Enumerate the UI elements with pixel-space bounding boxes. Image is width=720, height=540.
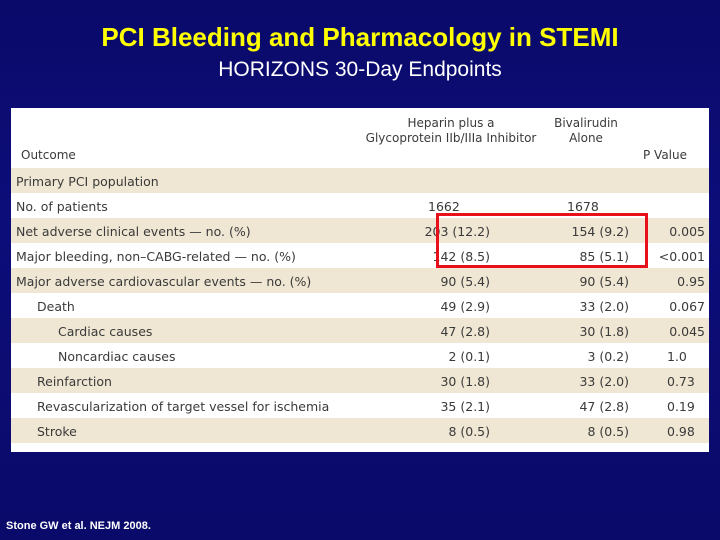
bivalirudin-value: 30 (1.8): [579, 324, 629, 339]
row-label: Major adverse cardiovascular events — no…: [16, 274, 312, 289]
p-value: 1.0: [667, 349, 687, 364]
slide-title: PCI Bleeding and Pharmacology in STEMI: [101, 22, 619, 52]
table-row: Cardiac causes 47 (2.8) 30 (1.8) 0.045: [11, 318, 709, 343]
row-label: Net adverse clinical events — no. (%): [16, 224, 251, 239]
row-label: Revascularization of target vessel for i…: [37, 399, 330, 414]
bivalirudin-value: 1678: [567, 199, 599, 214]
p-value: 0.067: [669, 299, 705, 314]
table-row: No. of patients 1662 1678: [11, 193, 709, 218]
header-outcome: Outcome: [21, 148, 76, 162]
p-value: 0.73: [667, 374, 695, 389]
table-row: Death 49 (2.9) 33 (2.0) 0.067: [11, 293, 709, 318]
slide-subtitle: HORIZONS 30-Day Endpoints: [218, 58, 502, 81]
row-label: Cardiac causes: [58, 324, 153, 339]
heparin-value: 1662: [428, 199, 460, 214]
table-row: Noncardiac causes 2 (0.1) 3 (0.2) 1.0: [11, 343, 709, 368]
heparin-value: 30 (1.8): [440, 374, 490, 389]
bivalirudin-value: 154 (9.2): [571, 224, 629, 239]
bivalirudin-value: 47 (2.8): [579, 399, 629, 414]
heparin-value: 8 (0.5): [448, 424, 490, 439]
header-bivalirudin-line1: Bivalirudin: [554, 116, 618, 130]
highlight-box: [436, 213, 648, 268]
header-heparin: Heparin plus a Glycoprotein IIb/IIIa Inh…: [351, 116, 551, 146]
bivalirudin-value: 33 (2.0): [579, 374, 629, 389]
table-row: Major adverse cardiovascular events — no…: [11, 268, 709, 293]
p-value: <0.001: [658, 249, 705, 264]
table-row: Net adverse clinical events — no. (%) 20…: [11, 218, 709, 243]
header-bivalirudin-line2: Alone: [569, 131, 603, 145]
row-label: Major bleeding, non–CABG-related — no. (…: [16, 249, 296, 264]
results-table: Outcome Heparin plus a Glycoprotein IIb/…: [11, 108, 709, 452]
row-label: Noncardiac causes: [58, 349, 176, 364]
header-heparin-line2: Glycoprotein IIb/IIIa Inhibitor: [365, 131, 537, 145]
p-value: 0.19: [667, 399, 695, 414]
heparin-value: 35 (2.1): [440, 399, 490, 414]
table-header: Outcome Heparin plus a Glycoprotein IIb/…: [11, 108, 709, 168]
header-bivalirudin: Bivalirudin Alone: [541, 116, 631, 146]
heparin-value: 2 (0.1): [448, 349, 490, 364]
row-label: Reinfarction: [37, 374, 112, 389]
table-row: Primary PCI population: [11, 168, 709, 193]
heparin-value: 203 (12.2): [424, 224, 490, 239]
heparin-value: 142 (8.5): [432, 249, 490, 264]
table-row: Reinfarction 30 (1.8) 33 (2.0) 0.73: [11, 368, 709, 393]
citation: Stone GW et al. NEJM 2008.: [6, 520, 151, 532]
header-heparin-line1: Heparin plus a: [407, 116, 495, 130]
heparin-value: 49 (2.9): [440, 299, 490, 314]
table-row: Stroke 8 (0.5) 8 (0.5) 0.98: [11, 418, 709, 443]
table-row: Major bleeding, non–CABG-related — no. (…: [11, 243, 709, 268]
heparin-value: 47 (2.8): [440, 324, 490, 339]
p-value: 0.005: [669, 224, 705, 239]
p-value: 0.98: [667, 424, 695, 439]
bivalirudin-value: 85 (5.1): [579, 249, 629, 264]
heparin-value: 90 (5.4): [440, 274, 490, 289]
bivalirudin-value: 33 (2.0): [579, 299, 629, 314]
row-label: Primary PCI population: [16, 174, 159, 189]
table-row: Revascularization of target vessel for i…: [11, 393, 709, 418]
bivalirudin-value: 3 (0.2): [587, 349, 629, 364]
row-label: No. of patients: [16, 199, 108, 214]
row-label: Death: [37, 299, 75, 314]
p-value: 0.95: [677, 274, 705, 289]
bivalirudin-value: 8 (0.5): [587, 424, 629, 439]
bivalirudin-value: 90 (5.4): [579, 274, 629, 289]
header-p-value: P Value: [643, 148, 688, 162]
p-value: 0.045: [669, 324, 705, 339]
row-label: Stroke: [37, 424, 77, 439]
